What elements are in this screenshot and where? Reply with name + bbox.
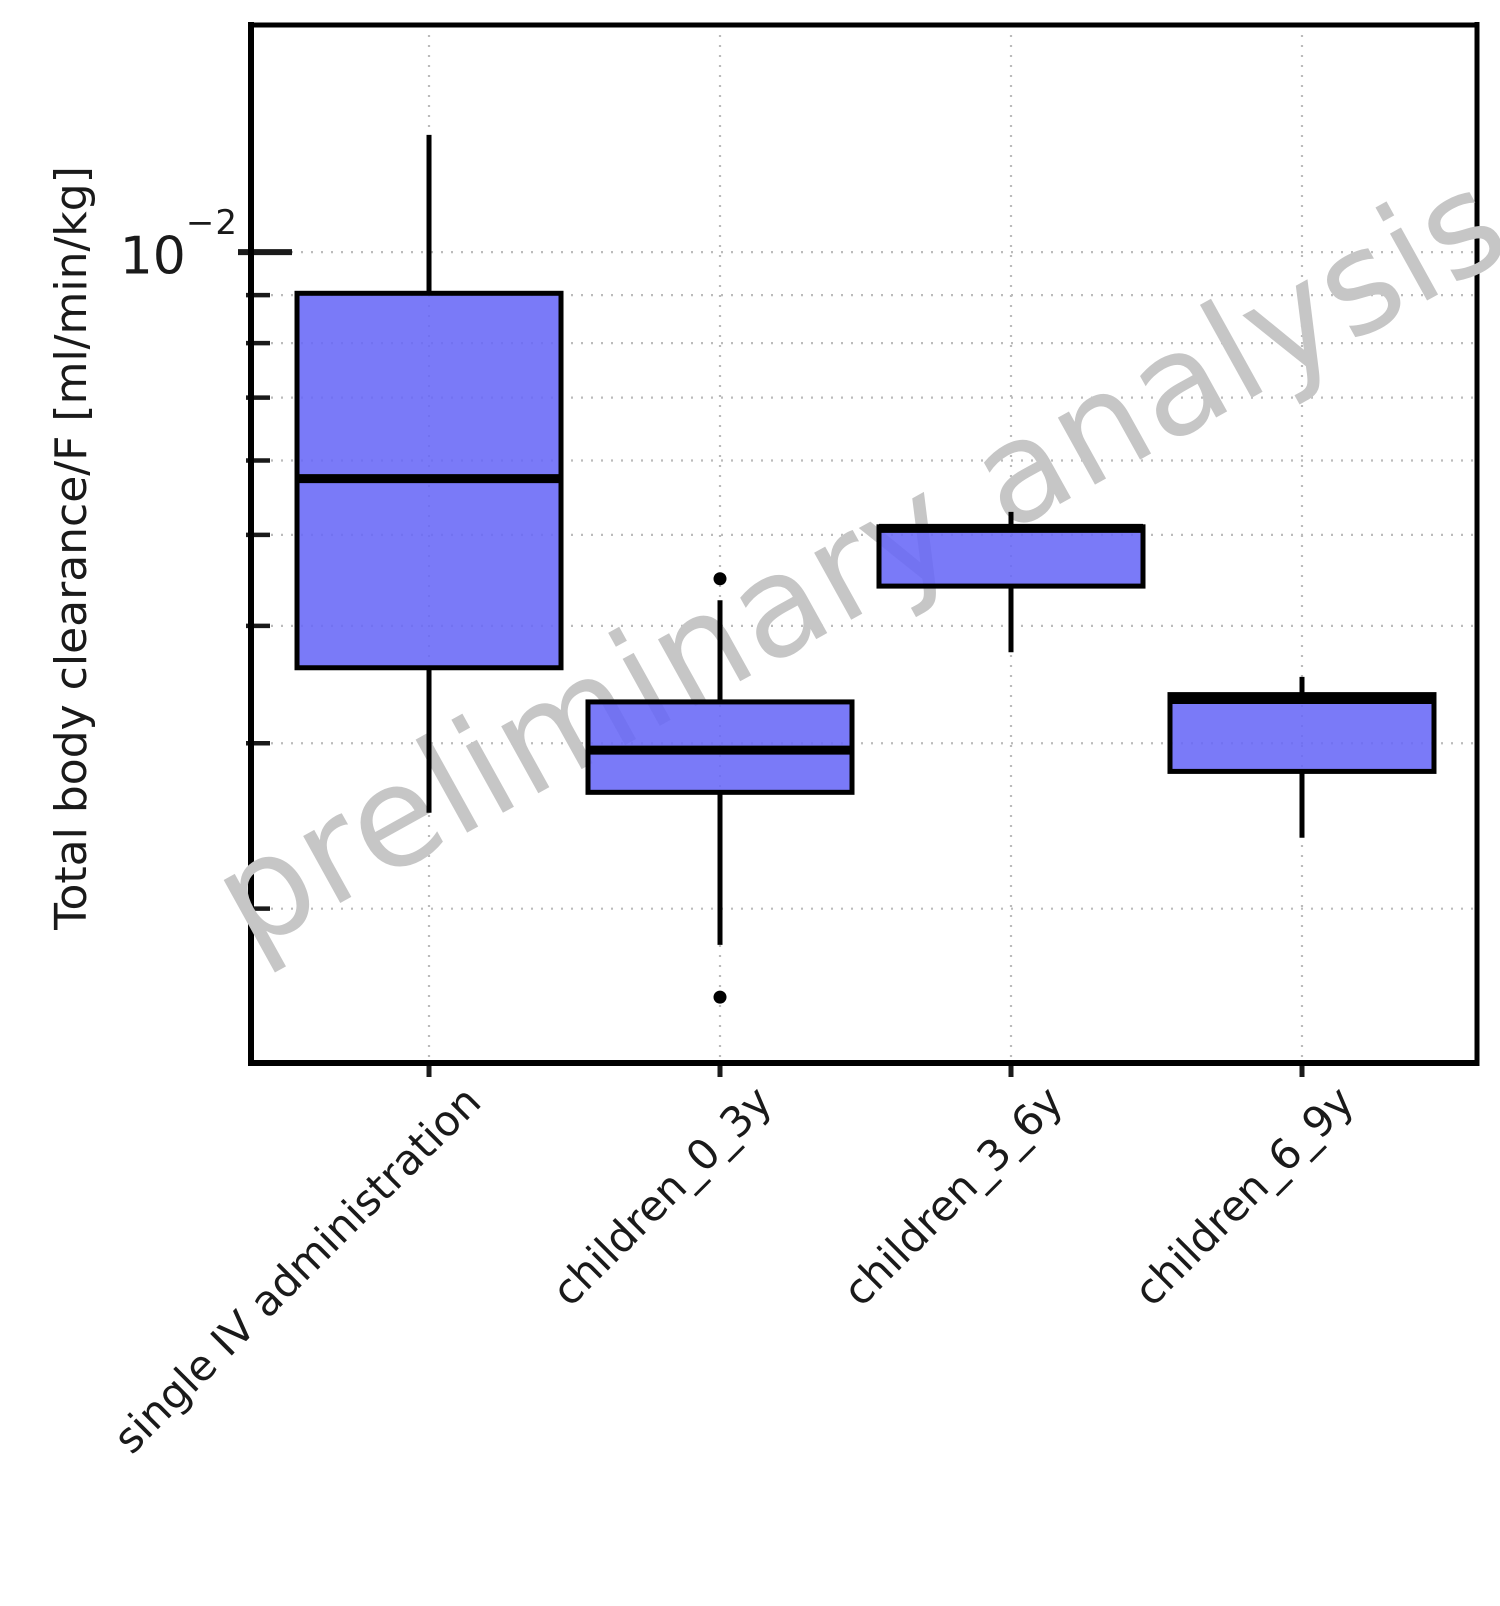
box-children_6_9y <box>1167 692 1437 774</box>
outlier-dot <box>713 572 727 586</box>
boxplot-data-layer <box>294 134 1437 1004</box>
y-tick-exponent: −2 <box>185 202 238 243</box>
y-axis-title: Total body clearance/F [ml/min/kg] <box>46 166 97 930</box>
y-tick-base: 10 <box>119 226 186 287</box>
outlier-dot <box>713 990 727 1004</box>
box-children_3_6y <box>876 524 1146 589</box>
y-tick-label-1e-2: 10−2 <box>119 203 238 288</box>
boxplot-figure: { "watermark": { "text": "preliminary an… <box>46 22 1500 1463</box>
